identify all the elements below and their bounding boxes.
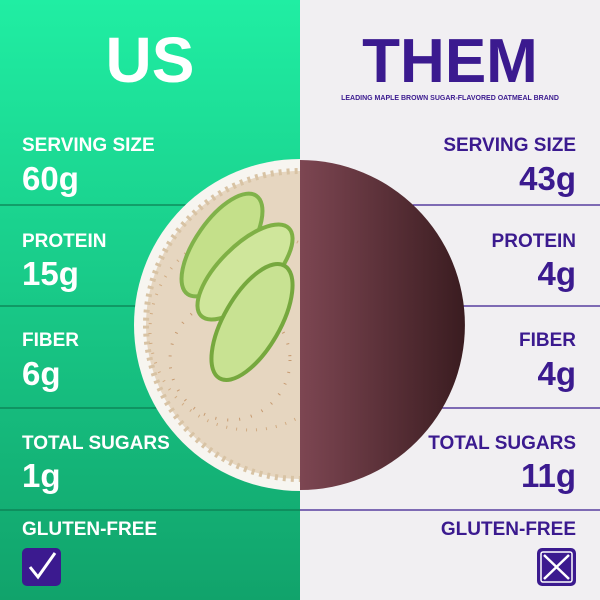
row-label: GLUTEN-FREE (22, 519, 157, 540)
rows: SERVING SIZE 60g SERVING SIZE 43g PROTEI… (22, 135, 576, 540)
us-value: 1g (22, 457, 61, 494)
cross-icon (537, 548, 576, 586)
them-value: 43g (519, 160, 576, 197)
them-title: THEM (362, 27, 538, 96)
us-title: US (106, 24, 195, 96)
row-label: GLUTEN-FREE (441, 519, 576, 540)
them-subtitle: LEADING MAPLE BROWN SUGAR-FLAVORED OATME… (341, 95, 559, 102)
row-label: FIBER (519, 330, 576, 351)
them-value: 11g (521, 457, 576, 494)
row-label: PROTEIN (22, 231, 106, 252)
row-label: SERVING SIZE (22, 135, 155, 156)
row-label: TOTAL SUGARS (428, 433, 576, 454)
us-value: 15g (22, 255, 79, 292)
row-label: PROTEIN (492, 231, 576, 252)
them-value: 4g (537, 355, 576, 392)
check-icon (22, 548, 61, 586)
oatmeal-bowl (134, 159, 300, 491)
us-value: 6g (22, 355, 61, 392)
competitor-bowl (300, 160, 465, 490)
row-label: SERVING SIZE (443, 135, 576, 156)
them-value: 4g (537, 255, 576, 292)
row-label: TOTAL SUGARS (22, 433, 170, 454)
us-value: 60g (22, 160, 79, 197)
row-label: FIBER (22, 330, 79, 351)
